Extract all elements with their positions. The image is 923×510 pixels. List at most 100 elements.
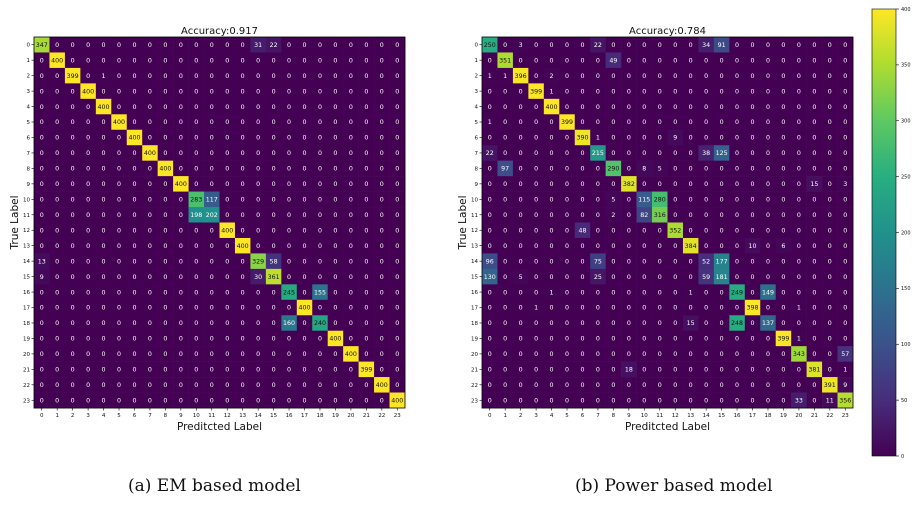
cell-value-label: 0 — [519, 227, 523, 234]
heatmap-cell — [374, 392, 390, 409]
heatmap-cell — [621, 361, 637, 378]
cell-value-label: 0 — [333, 119, 337, 126]
cell-value-label: 0 — [179, 274, 183, 281]
cell-value-label: 0 — [580, 258, 584, 265]
cell-value-label: 0 — [534, 227, 538, 234]
heatmap-cell — [760, 98, 777, 115]
cell-value-label: 0 — [565, 227, 569, 234]
heatmap-cell — [512, 377, 529, 393]
cell-value-label: 0 — [395, 367, 399, 374]
heatmap-cell — [204, 176, 220, 192]
cell-value-label: 0 — [534, 367, 538, 374]
heatmap-cell — [713, 315, 730, 332]
cell-value-label: 0 — [148, 73, 152, 80]
x-tick-label: 10 — [193, 413, 200, 419]
cell-value-label: 0 — [318, 150, 322, 157]
cell-value-label: 0 — [55, 166, 59, 173]
cell-value-label: 0 — [673, 351, 677, 358]
cell-value-label: 0 — [395, 243, 399, 250]
cell-value-label: 0 — [627, 351, 631, 358]
cell-value-label: 0 — [751, 227, 755, 234]
heatmap-cell — [528, 52, 545, 69]
cell-value-label: 400 — [113, 119, 125, 126]
cell-value-label: 0 — [333, 57, 337, 64]
heatmap-cell — [173, 299, 189, 316]
heatmap-cell — [173, 361, 189, 378]
heatmap-cell — [497, 37, 514, 53]
heatmap-cell — [389, 145, 406, 161]
heatmap-cell — [327, 377, 344, 393]
cell-value-label: 0 — [596, 227, 600, 234]
cell-value-label: 0 — [689, 227, 693, 234]
cell-value-label: 11 — [826, 397, 834, 404]
heatmap-cell — [95, 145, 112, 161]
cell-value-label: 0 — [812, 227, 816, 234]
cell-value-label: 0 — [781, 397, 785, 404]
heatmap-cell — [312, 346, 329, 362]
y-tick-label: 23 — [471, 398, 478, 404]
cell-value-label: 0 — [689, 351, 693, 358]
cell-value-label: 0 — [781, 305, 785, 312]
heatmap-cell — [713, 361, 730, 378]
heatmap-cell — [667, 299, 684, 316]
cell-value-label: 0 — [194, 104, 198, 111]
cell-value-label: 0 — [642, 73, 646, 80]
heatmap-cell — [528, 237, 545, 254]
cell-value-label: 15 — [810, 181, 818, 188]
heatmap-cell — [822, 129, 838, 146]
heatmap-cell — [822, 253, 838, 270]
heatmap-cell — [652, 284, 668, 301]
heatmap-cell — [528, 98, 545, 115]
heatmap-cell — [698, 83, 715, 100]
heatmap-cell — [374, 268, 390, 285]
cell-value-label: 0 — [256, 197, 260, 204]
cell-value-label: 0 — [225, 197, 229, 204]
heatmap-cell — [312, 98, 329, 115]
heatmap-cell — [234, 37, 251, 53]
cell-value-label: 0 — [148, 88, 152, 95]
cell-value-label: 0 — [86, 42, 90, 49]
cell-value-label: 0 — [673, 258, 677, 265]
cell-value-label: 343 — [793, 351, 805, 358]
heatmap-cell — [775, 346, 792, 362]
heatmap-cell — [343, 83, 359, 100]
heatmap-cell — [234, 284, 251, 301]
cell-value-label: 0 — [86, 397, 90, 404]
heatmap-cell — [482, 377, 498, 393]
x-tick-label: 15 — [270, 413, 277, 419]
cell-value-label: 22 — [486, 150, 494, 157]
heatmap-cell — [590, 67, 606, 84]
heatmap-cell — [250, 52, 267, 69]
heatmap-cell — [327, 83, 344, 100]
cell-value-label: 0 — [658, 382, 662, 389]
cell-value-label: 0 — [781, 150, 785, 157]
cell-value-label: 0 — [117, 243, 121, 250]
cell-value-label: 0 — [488, 397, 492, 404]
cell-value-label: 0 — [163, 88, 167, 95]
heatmap-cell — [204, 237, 220, 254]
heatmap-cell — [49, 191, 66, 208]
cell-value-label: 57 — [841, 351, 849, 358]
cell-value-label: 0 — [519, 119, 523, 126]
cell-value-label: 0 — [596, 212, 600, 219]
heatmap-cell — [296, 222, 313, 239]
heatmap-cell — [80, 346, 97, 362]
heatmap-cell — [543, 222, 560, 239]
cell-value-label: 0 — [333, 73, 337, 80]
heatmap-cell — [343, 52, 359, 69]
cell-value-label: 0 — [272, 367, 276, 374]
cell-value-label: 0 — [272, 212, 276, 219]
heatmap-cell — [234, 52, 251, 69]
cell-value-label: 0 — [812, 336, 816, 343]
heatmap-cell — [250, 377, 267, 393]
cell-value-label: 0 — [735, 351, 739, 358]
heatmap-cell — [157, 284, 174, 301]
heatmap-cell — [34, 392, 50, 409]
heatmap-cell — [806, 83, 823, 100]
cell-value-label: 0 — [148, 305, 152, 312]
cell-value-label: 400 — [159, 166, 171, 173]
heatmap-cell — [806, 191, 823, 208]
heatmap-cell — [358, 191, 375, 208]
cell-value-label: 0 — [720, 119, 724, 126]
heatmap-cell — [590, 114, 606, 131]
